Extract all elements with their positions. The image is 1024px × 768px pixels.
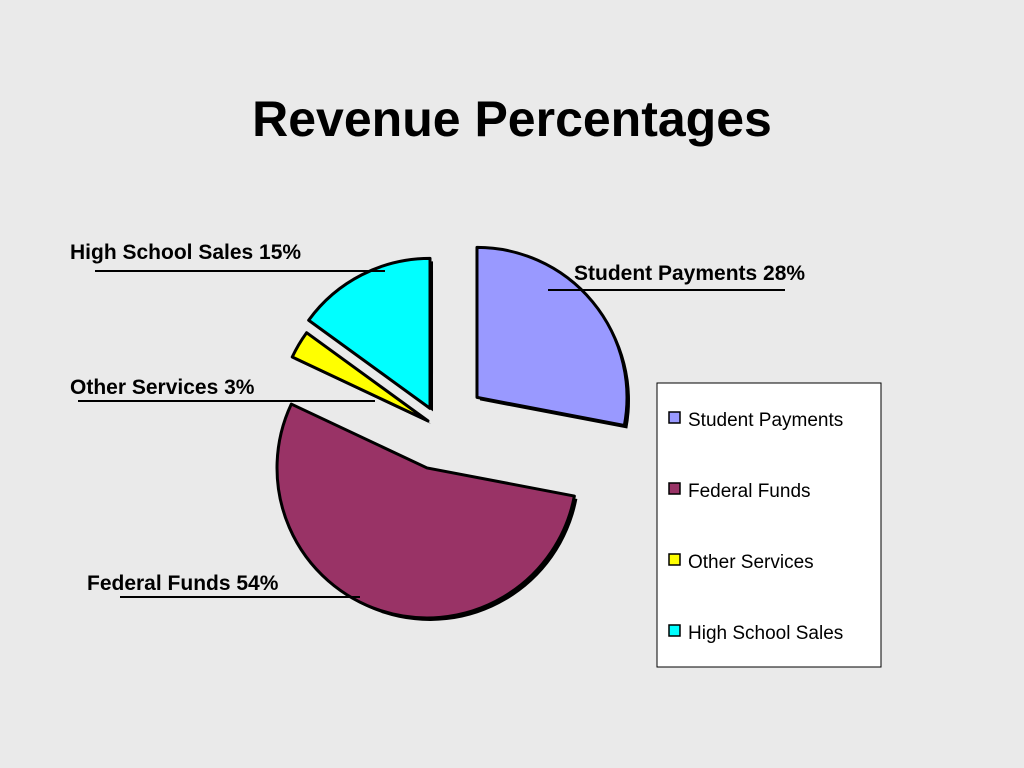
legend-swatch	[668, 553, 681, 566]
slice	[275, 402, 576, 620]
data-label: Federal Funds 54%	[87, 572, 279, 595]
data-label: Other Services 3%	[70, 376, 255, 399]
data-label: High School Sales 15%	[70, 241, 301, 264]
legend-label: High School Sales	[688, 623, 843, 644]
data-label: Student Payments 28%	[574, 262, 805, 285]
legend-label: Federal Funds	[688, 481, 811, 502]
legend-label: Other Services	[688, 552, 814, 573]
legend-label: Student Payments	[688, 410, 843, 431]
slice	[290, 331, 430, 423]
legend-box	[656, 382, 882, 668]
legend-swatch	[668, 482, 681, 495]
legend-swatch	[668, 411, 681, 424]
legend-swatch	[668, 624, 681, 637]
chart-title: Revenue Percentages	[252, 91, 772, 147]
slice	[307, 256, 432, 410]
slice	[475, 245, 629, 428]
